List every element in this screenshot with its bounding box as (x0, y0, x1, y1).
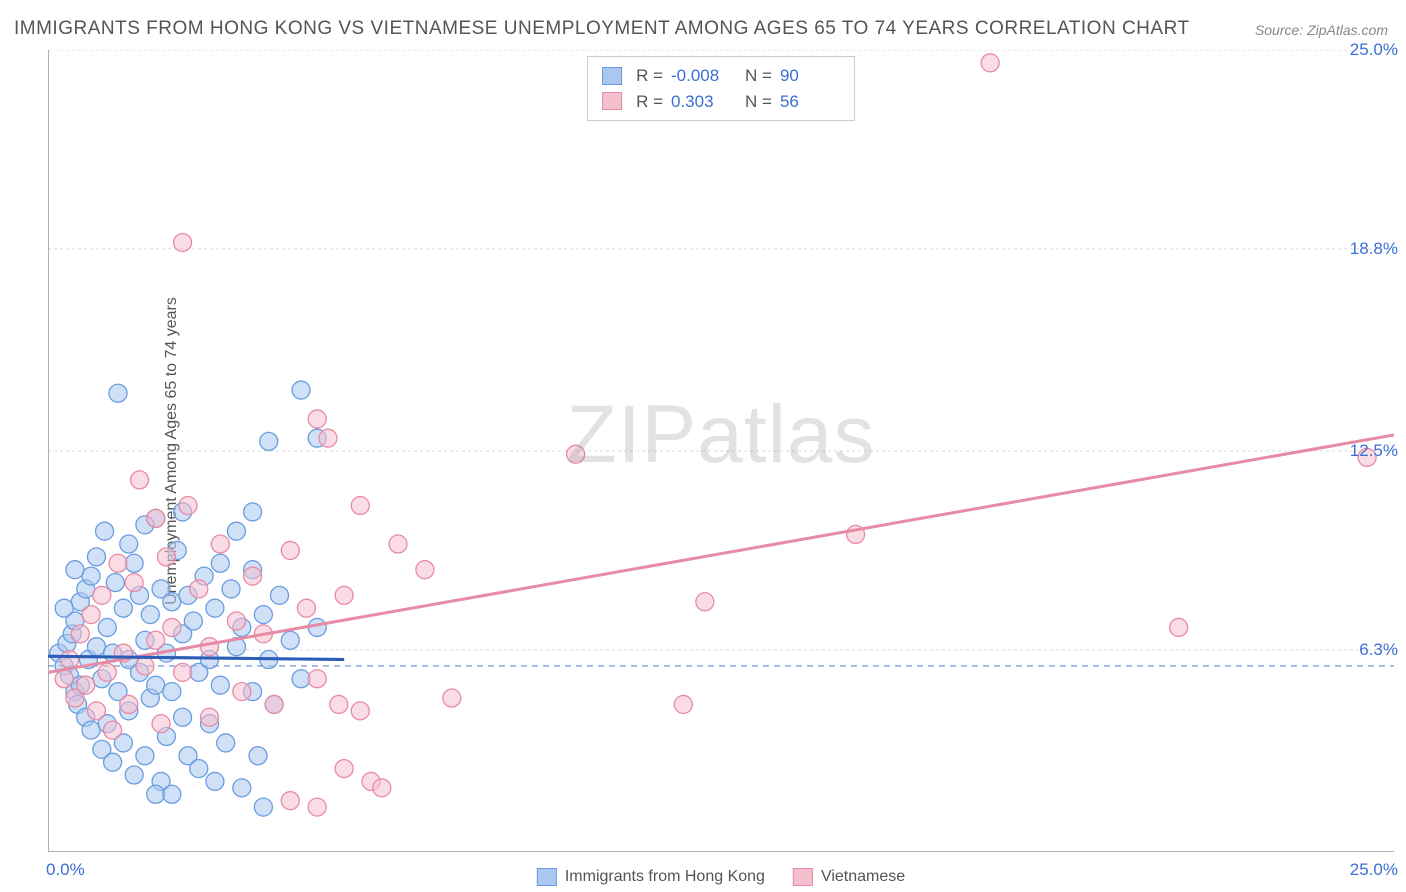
legend-label: Immigrants from Hong Kong (565, 868, 765, 886)
legend-item: Immigrants from Hong Kong (537, 868, 765, 886)
r-value: 0.303 (671, 89, 731, 115)
source-attribution: Source: ZipAtlas.com (1255, 22, 1388, 38)
r-label: R = (636, 63, 663, 89)
correlation-legend: R = -0.008 N = 90 R = 0.303 N = 56 (587, 56, 855, 121)
y-tick-label: 25.0% (1350, 40, 1398, 60)
legend-item: Vietnamese (793, 868, 905, 886)
x-axis-tick-min: 0.0% (46, 860, 85, 880)
legend-swatch-icon (793, 868, 813, 886)
legend-stat-row: R = 0.303 N = 56 (602, 89, 840, 115)
chart-title: IMMIGRANTS FROM HONG KONG VS VIETNAMESE … (14, 18, 1190, 40)
y-tick-label: 6.3% (1359, 640, 1398, 660)
y-tick-label: 18.8% (1350, 239, 1398, 259)
r-value: -0.008 (671, 63, 731, 89)
n-value: 56 (780, 89, 840, 115)
x-axis-tick-max: 25.0% (1350, 860, 1398, 880)
legend-swatch-icon (537, 868, 557, 886)
chart-area: Unemployment Among Ages 65 to 74 years Z… (48, 50, 1394, 852)
y-tick-label: 12.5% (1350, 441, 1398, 461)
n-label: N = (745, 63, 772, 89)
r-label: R = (636, 89, 663, 115)
n-label: N = (745, 89, 772, 115)
legend-swatch-icon (602, 67, 622, 85)
legend-stat-row: R = -0.008 N = 90 (602, 63, 840, 89)
scatter-plot (48, 50, 1394, 852)
series-legend: Immigrants from Hong Kong Vietnamese (537, 868, 905, 886)
n-value: 90 (780, 63, 840, 89)
legend-swatch-icon (602, 92, 622, 110)
legend-label: Vietnamese (821, 868, 905, 886)
